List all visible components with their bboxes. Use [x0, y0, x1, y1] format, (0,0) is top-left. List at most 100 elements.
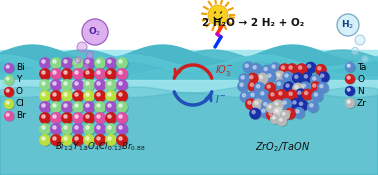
Circle shape — [274, 101, 284, 111]
Circle shape — [108, 126, 111, 129]
Circle shape — [117, 80, 127, 90]
Circle shape — [241, 76, 244, 79]
Circle shape — [250, 83, 254, 86]
Circle shape — [51, 91, 61, 101]
Circle shape — [40, 102, 50, 112]
Circle shape — [307, 65, 311, 68]
Circle shape — [52, 81, 62, 91]
Circle shape — [272, 65, 275, 68]
Circle shape — [107, 92, 117, 102]
Circle shape — [282, 100, 292, 110]
Circle shape — [53, 71, 56, 74]
Circle shape — [277, 90, 287, 100]
Circle shape — [294, 108, 305, 119]
Circle shape — [6, 113, 9, 116]
Circle shape — [119, 93, 122, 96]
Circle shape — [279, 64, 290, 74]
Circle shape — [275, 102, 278, 105]
Circle shape — [73, 80, 83, 90]
Circle shape — [85, 81, 95, 91]
Circle shape — [319, 72, 329, 82]
Circle shape — [304, 75, 308, 78]
Circle shape — [248, 101, 251, 104]
Circle shape — [240, 83, 243, 86]
Circle shape — [276, 81, 287, 91]
Circle shape — [86, 93, 89, 96]
Circle shape — [6, 65, 9, 68]
Circle shape — [42, 82, 45, 85]
Circle shape — [95, 69, 105, 79]
Circle shape — [40, 69, 50, 79]
Circle shape — [84, 135, 94, 145]
Circle shape — [269, 91, 279, 101]
Text: O$_2$: O$_2$ — [88, 26, 102, 38]
Circle shape — [119, 104, 122, 107]
Circle shape — [6, 101, 9, 104]
Circle shape — [314, 93, 318, 96]
Circle shape — [95, 113, 105, 123]
Circle shape — [42, 126, 45, 129]
Circle shape — [311, 83, 322, 93]
Circle shape — [117, 69, 127, 79]
Circle shape — [5, 88, 14, 97]
Circle shape — [287, 64, 297, 74]
Circle shape — [40, 124, 50, 134]
Circle shape — [118, 125, 128, 135]
Circle shape — [64, 137, 67, 140]
Circle shape — [74, 114, 84, 124]
Circle shape — [293, 74, 304, 84]
Circle shape — [271, 93, 274, 96]
Circle shape — [84, 113, 94, 123]
Text: N: N — [357, 86, 364, 96]
Circle shape — [275, 80, 286, 90]
Circle shape — [74, 59, 84, 69]
Circle shape — [249, 82, 259, 92]
Circle shape — [73, 124, 83, 134]
Circle shape — [352, 47, 358, 54]
Circle shape — [265, 83, 276, 93]
Circle shape — [6, 77, 9, 80]
Circle shape — [293, 83, 303, 94]
Circle shape — [347, 64, 350, 67]
Circle shape — [64, 115, 67, 118]
Circle shape — [40, 135, 50, 145]
Circle shape — [280, 65, 291, 75]
Circle shape — [64, 126, 67, 129]
Text: H$_2$: H$_2$ — [341, 19, 355, 31]
Circle shape — [96, 114, 106, 124]
Circle shape — [238, 81, 248, 91]
Circle shape — [75, 126, 78, 129]
Circle shape — [107, 136, 117, 146]
Circle shape — [42, 104, 45, 107]
Circle shape — [96, 136, 106, 146]
Circle shape — [5, 111, 14, 121]
Circle shape — [52, 114, 62, 124]
Circle shape — [40, 114, 51, 124]
Circle shape — [250, 75, 253, 79]
Circle shape — [75, 104, 78, 107]
Circle shape — [85, 103, 95, 113]
Circle shape — [52, 103, 62, 113]
Circle shape — [252, 64, 262, 75]
Circle shape — [62, 58, 72, 68]
Text: O: O — [16, 88, 23, 96]
Circle shape — [95, 91, 105, 101]
Circle shape — [291, 100, 302, 110]
Circle shape — [118, 103, 128, 113]
Circle shape — [277, 110, 288, 121]
Circle shape — [347, 88, 350, 91]
Circle shape — [299, 66, 302, 69]
Circle shape — [74, 103, 84, 113]
Circle shape — [117, 113, 127, 123]
Circle shape — [5, 64, 14, 73]
Circle shape — [260, 108, 271, 118]
Circle shape — [321, 74, 324, 77]
Circle shape — [255, 83, 266, 94]
Circle shape — [63, 59, 73, 69]
Circle shape — [86, 115, 89, 118]
Circle shape — [258, 74, 268, 85]
Text: Bi$_{1.2}$Y$_{1.8}$O$_{4}$Cl$_{0.12}$Br$_{0.88}$: Bi$_{1.2}$Y$_{1.8}$O$_{4}$Cl$_{0.12}$Br$… — [55, 141, 145, 153]
Circle shape — [362, 56, 368, 62]
Circle shape — [347, 76, 350, 79]
Circle shape — [75, 82, 78, 85]
